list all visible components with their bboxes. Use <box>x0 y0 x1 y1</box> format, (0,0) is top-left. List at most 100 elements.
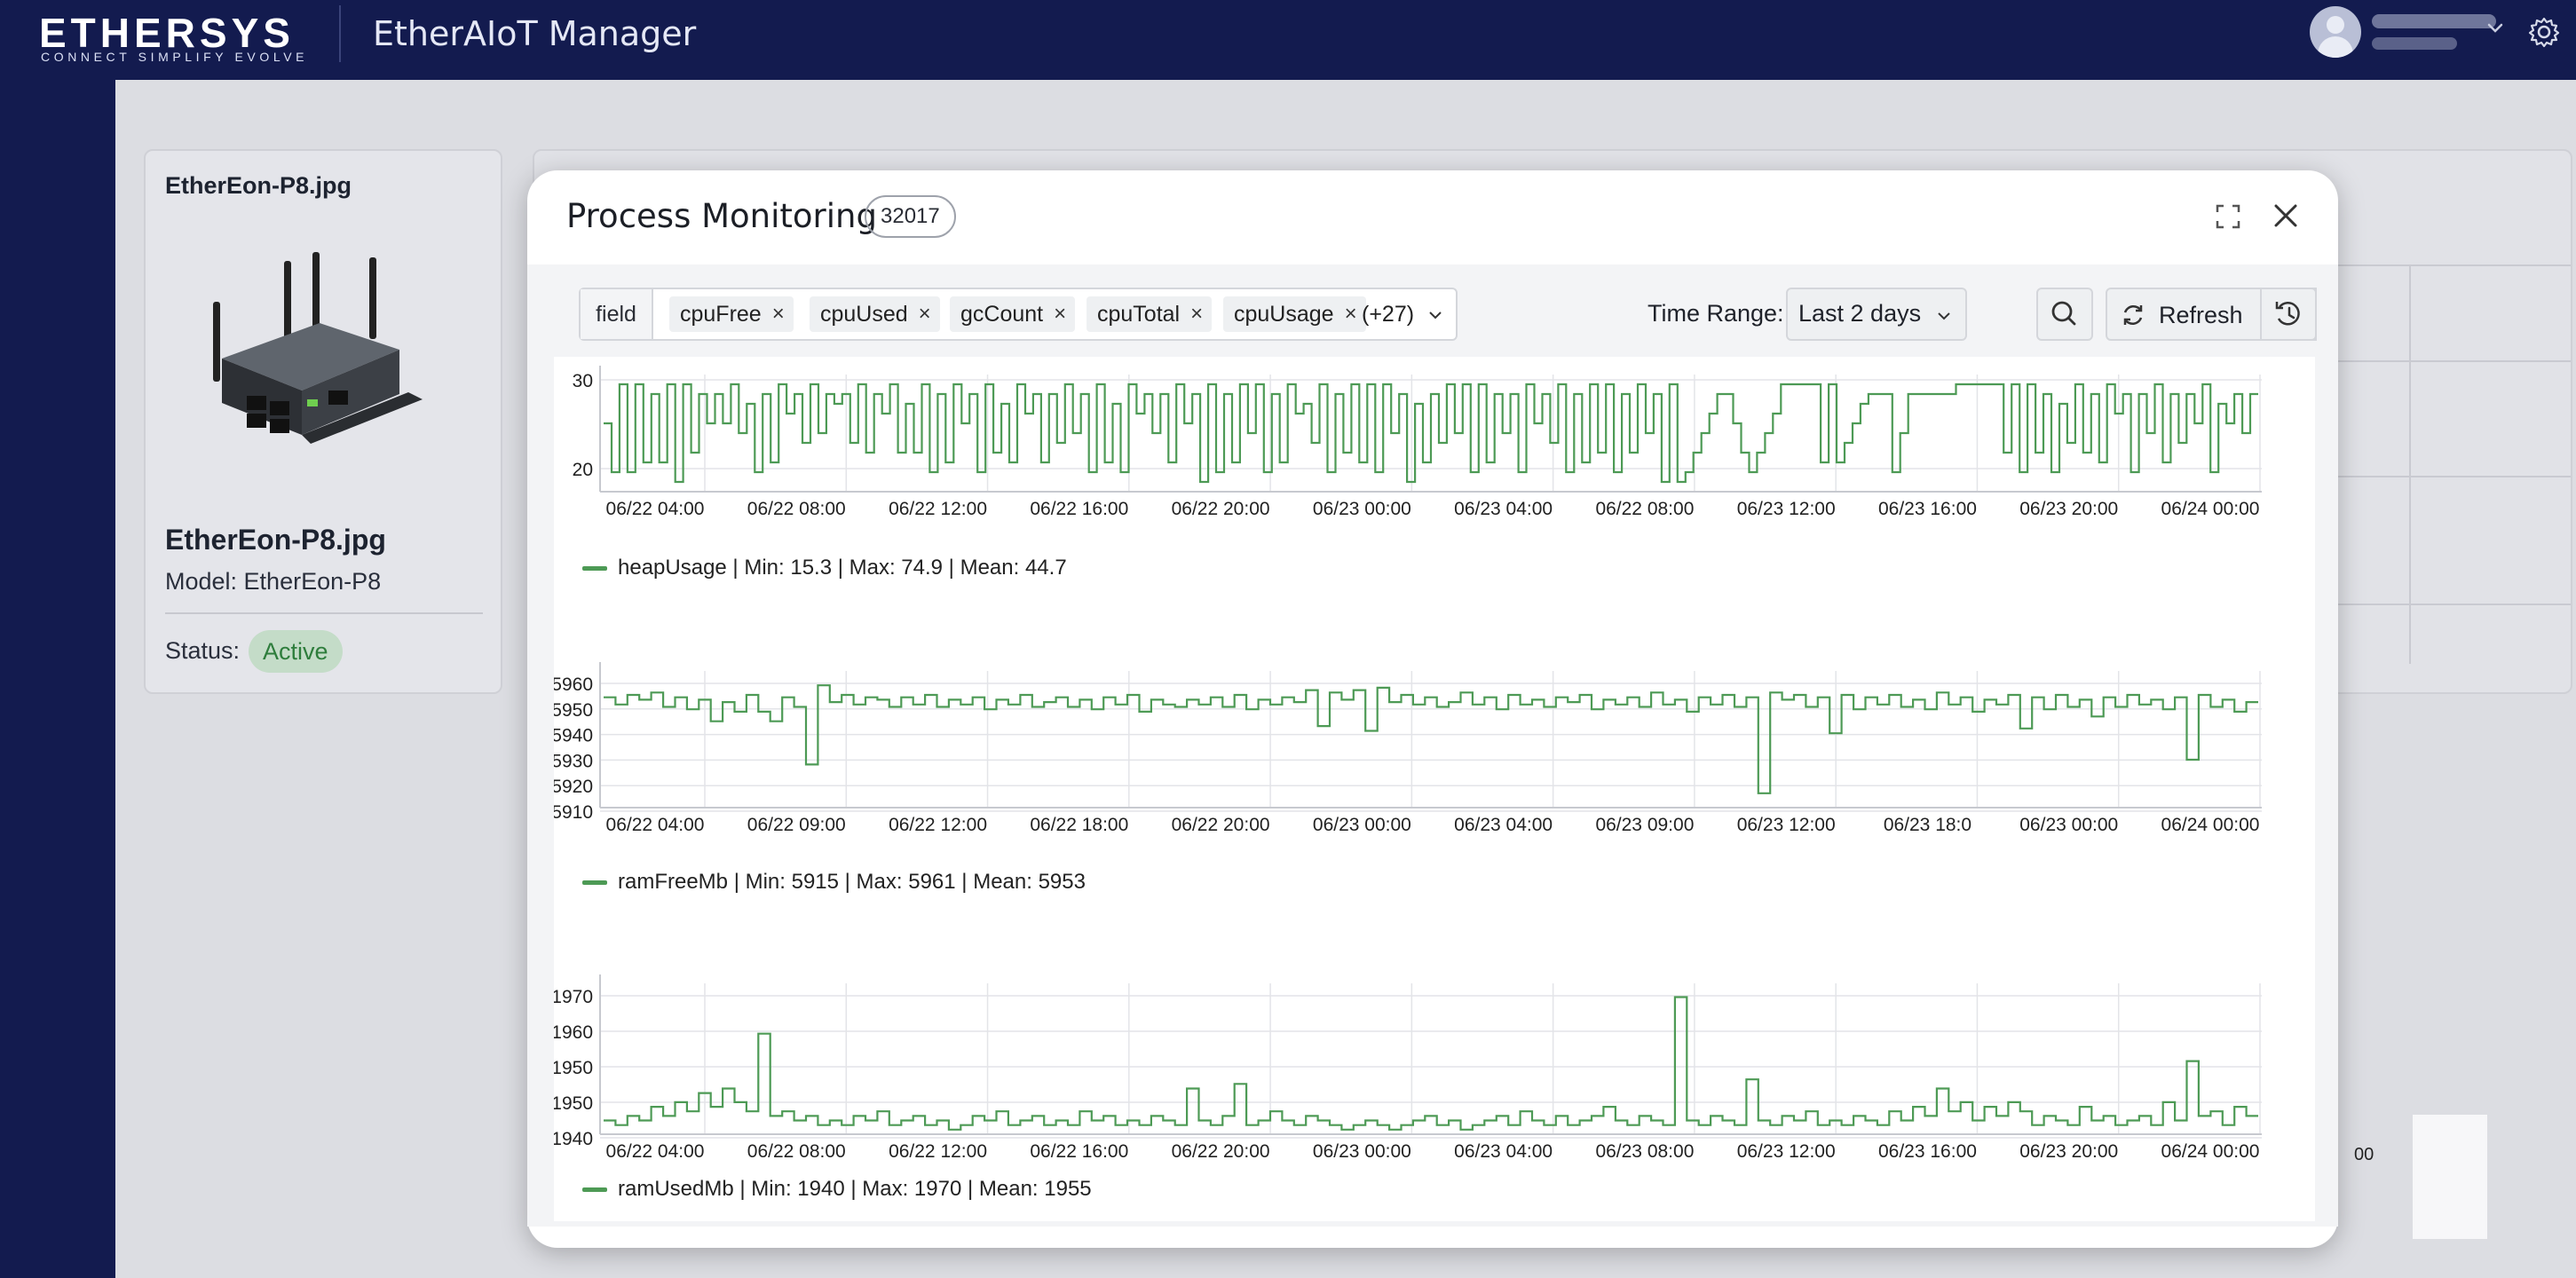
count-badge: 32017 <box>865 195 956 238</box>
close-icon[interactable] <box>2271 201 2301 231</box>
legend-text: heapUsage | Min: 15.3 | Max: 74.9 | Mean… <box>618 556 1067 580</box>
time-range-label: Time Range: <box>1648 300 1784 327</box>
x-tick-label: 06/22 20:00 <box>1172 1141 1270 1162</box>
chevron-down-icon[interactable] <box>2484 16 2507 39</box>
tag-label: cpuTotal <box>1097 302 1181 327</box>
legend-text: ramUsedMb | Min: 1940 | Max: 1970 | Mean… <box>618 1177 1092 1201</box>
divider <box>165 612 483 614</box>
field-multiselect[interactable]: field cpuFree × cpuUsed × gcCount × cpuTota… <box>579 288 1458 341</box>
x-tick-label: 06/22 12:00 <box>889 499 987 519</box>
x-tick-label: 06/22 18:00 <box>1030 815 1128 835</box>
x-tick-label: 06/22 04:00 <box>606 1141 705 1162</box>
x-tick-label: 06/23 00:00 <box>1313 1141 1411 1162</box>
avatar-head <box>2327 16 2344 34</box>
process-monitoring-modal: Process Monitoring 32017 field cpuFree × … <box>527 170 2338 1248</box>
y-tick-label: 1960 <box>554 1022 593 1043</box>
device-model: Model: EtherEon-P8 <box>165 568 382 595</box>
background-strip <box>2413 1115 2487 1239</box>
gear-icon[interactable] <box>2526 14 2562 50</box>
field-label: field <box>581 289 653 339</box>
expand-icon[interactable] <box>2214 202 2242 231</box>
chevron-down-icon[interactable] <box>1427 307 1443 323</box>
tag-cpufree[interactable]: cpuFree × <box>669 296 794 332</box>
y-tick-label: 30 <box>573 371 593 391</box>
x-tick-label: 06/23 12:00 <box>1737 499 1836 519</box>
x-tick-label: 06/24 00:00 <box>2161 499 2260 519</box>
modal-title: Process Monitoring <box>566 197 877 235</box>
y-tick-label: 5920 <box>554 777 593 797</box>
y-tick-label: 1950 <box>554 1058 593 1078</box>
search-button[interactable] <box>2036 288 2093 341</box>
tag-remove-icon[interactable]: × <box>1054 302 1067 326</box>
chart-area: 30 20 06/22 04:00 06/22 08:00 06/22 12:00 06/… <box>554 357 2315 1221</box>
x-tick-label: 06/22 08:00 <box>747 1141 846 1162</box>
x-tick-label: 06/23 12:00 <box>1737 815 1836 835</box>
logo-tagline: CONNECT SIMPLIFY EVOLVE <box>41 50 309 64</box>
status-label: Status: <box>165 637 241 664</box>
ethersys-logo[interactable]: ETHERSYS CONNECT SIMPLIFY EVOLVE <box>39 9 305 66</box>
x-tick-label: 06/23 12:00 <box>1737 1141 1836 1162</box>
time-range-select[interactable]: Last 2 days <box>1786 288 1967 341</box>
refresh-label: Refresh <box>2159 302 2243 328</box>
top-bar: ETHERSYS CONNECT SIMPLIFY EVOLVE EtherAI… <box>0 0 2576 80</box>
x-tick-label: 06/22 20:00 <box>1172 499 1270 519</box>
x-tick-label: 06/22 12:00 <box>889 1141 987 1162</box>
x-tick-label: 06/23 20:00 <box>2019 1141 2118 1162</box>
legend-ramfreemb[interactable]: ramFreeMb | Min: 5915 | Max: 5961 | Mean… <box>582 870 1086 895</box>
legend-swatch <box>582 566 607 572</box>
user-role-placeholder <box>2372 37 2457 50</box>
series-line-ramfreemb <box>604 684 2258 794</box>
refresh-icon <box>2123 304 2143 326</box>
tag-gccount[interactable]: gcCount × <box>950 296 1076 332</box>
legend-swatch <box>582 1187 607 1193</box>
background-partial-text: 00 <box>2354 1145 2375 1164</box>
device-card: EtherEon-P8.jpg EtherEon-P8.jpg Model: E… <box>144 149 502 694</box>
y-tick-label: 5940 <box>554 726 593 746</box>
tag-label: gcCount <box>960 302 1044 327</box>
tag-label: cpuFree <box>680 302 762 327</box>
x-tick-label: 06/23 04:00 <box>1454 815 1553 835</box>
x-tick-label: 06/24 00:00 <box>2161 1141 2260 1162</box>
tag-remove-icon[interactable]: × <box>1190 302 1204 326</box>
y-tick-label: 1950 <box>554 1093 593 1114</box>
tag-cputotal[interactable]: cpuTotal × <box>1087 296 1213 332</box>
user-name-placeholder[interactable] <box>2372 14 2496 28</box>
logo-wordmark: ETHERSYS <box>39 10 295 56</box>
x-tick-label: 06/23 00:00 <box>1313 815 1411 835</box>
x-tick-label: 06/22 04:00 <box>606 499 705 519</box>
y-tick-label: 5960 <box>554 674 593 695</box>
x-tick-label: 06/24 00:00 <box>2161 815 2260 835</box>
y-tick-label: 20 <box>573 460 593 480</box>
x-tick-label: 06/23 16:00 <box>1878 499 1977 519</box>
x-tick-label: 06/22 12:00 <box>889 815 987 835</box>
tag-remove-icon[interactable]: × <box>771 302 785 326</box>
history-button[interactable] <box>2260 288 2317 341</box>
x-tick-label: 06/23 04:00 <box>1454 1141 1553 1162</box>
y-tick-label: 1970 <box>554 987 593 1007</box>
tag-label: cpuUsage <box>1234 302 1334 327</box>
legend-ramusedmb[interactable]: ramUsedMb | Min: 1940 | Max: 1970 | Mean… <box>582 1177 1092 1202</box>
x-tick-label: 06/22 08:00 <box>1595 499 1694 519</box>
tag-cpuused[interactable]: cpuUsed × <box>810 296 940 332</box>
device-name: EtherEon-P8.jpg <box>165 524 386 556</box>
charts-svg: 30 20 06/22 04:00 06/22 08:00 06/22 12:00 06/… <box>554 366 2262 1162</box>
y-tick-label: 1940 <box>554 1129 593 1149</box>
x-tick-label: 06/23 18:0 <box>1884 815 1972 835</box>
more-tags-count[interactable]: (+27) <box>1362 302 1415 327</box>
series-line-ramusedmb <box>604 996 2258 1131</box>
tag-remove-icon[interactable]: × <box>918 302 931 326</box>
x-tick-label: 06/22 04:00 <box>606 815 705 835</box>
x-tick-label: 06/23 00:00 <box>1313 499 1411 519</box>
x-tick-label: 06/23 09:00 <box>1595 815 1694 835</box>
legend-heapusage[interactable]: heapUsage | Min: 15.3 | Max: 74.9 | Mean… <box>582 556 1067 580</box>
search-icon <box>2051 301 2076 326</box>
tag-cpuusage[interactable]: cpuUsage × <box>1223 296 1366 332</box>
tag-remove-icon[interactable]: × <box>1344 302 1357 326</box>
y-tick-label: 5910 <box>554 802 593 823</box>
y-tick-label: 5930 <box>554 751 593 771</box>
header-divider <box>339 5 341 62</box>
chevron-down-icon <box>1938 312 1950 320</box>
legend-swatch <box>582 880 607 886</box>
avatar[interactable] <box>2310 6 2361 58</box>
x-tick-label: 06/22 20:00 <box>1172 815 1270 835</box>
